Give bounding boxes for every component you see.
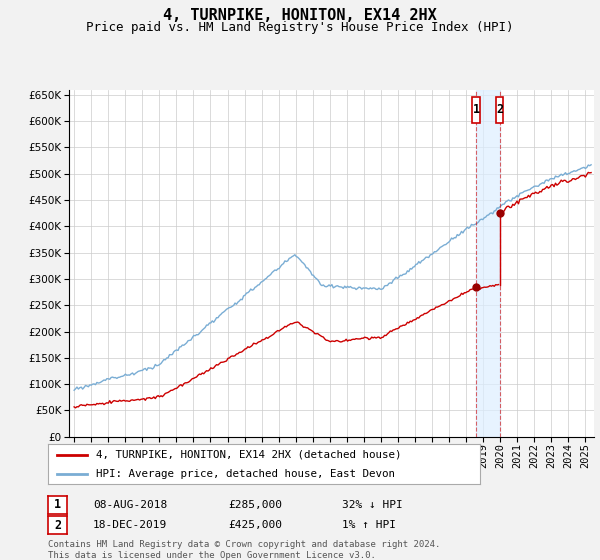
Text: 1: 1: [54, 498, 61, 511]
Text: 4, TURNPIKE, HONITON, EX14 2HX (detached house): 4, TURNPIKE, HONITON, EX14 2HX (detached…: [95, 450, 401, 460]
Text: 08-AUG-2018: 08-AUG-2018: [93, 500, 167, 510]
Text: Contains HM Land Registry data © Crown copyright and database right 2024.
This d: Contains HM Land Registry data © Crown c…: [48, 540, 440, 560]
Text: HPI: Average price, detached house, East Devon: HPI: Average price, detached house, East…: [95, 469, 395, 478]
Text: 1% ↑ HPI: 1% ↑ HPI: [342, 520, 396, 530]
FancyBboxPatch shape: [496, 96, 503, 123]
Text: 2: 2: [54, 519, 61, 532]
Text: 2: 2: [496, 103, 503, 116]
Text: 4, TURNPIKE, HONITON, EX14 2HX: 4, TURNPIKE, HONITON, EX14 2HX: [163, 8, 437, 24]
Text: 1: 1: [472, 103, 479, 116]
Text: £425,000: £425,000: [228, 520, 282, 530]
Text: Price paid vs. HM Land Registry's House Price Index (HPI): Price paid vs. HM Land Registry's House …: [86, 21, 514, 34]
FancyBboxPatch shape: [472, 96, 480, 123]
Text: £285,000: £285,000: [228, 500, 282, 510]
Bar: [476, 90, 500, 437]
Text: 32% ↓ HPI: 32% ↓ HPI: [342, 500, 403, 510]
Text: 18-DEC-2019: 18-DEC-2019: [93, 520, 167, 530]
